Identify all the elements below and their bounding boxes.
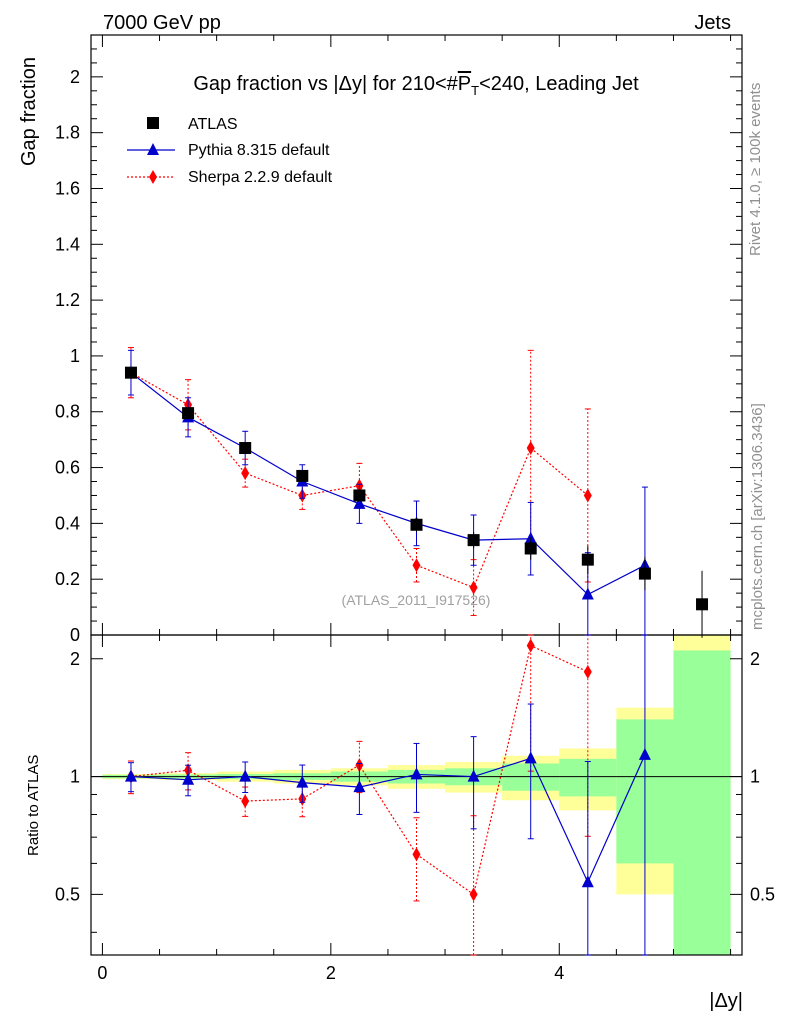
title-delta: Δ xyxy=(339,73,352,95)
sherpa-ratio-point xyxy=(241,794,250,809)
pythia-ratio-point xyxy=(239,769,252,782)
ratio-tick-label-right: 2 xyxy=(750,649,760,669)
y-tick-label: 1 xyxy=(70,346,80,366)
legend-atlas-marker xyxy=(147,117,159,129)
ratio-tick-label-left: 0.5 xyxy=(55,884,80,904)
sherpa-point xyxy=(469,580,478,595)
ratio-frame xyxy=(90,634,743,956)
x-tick-label: 2 xyxy=(326,963,336,983)
title-post: <240, Leading Jet xyxy=(479,73,639,95)
y-tick-label: 0 xyxy=(70,625,80,645)
title-t: T xyxy=(471,83,479,98)
atlas-point xyxy=(124,366,137,379)
sherpa-point xyxy=(526,441,535,456)
pythia-ratio-point xyxy=(638,747,651,760)
ratio-tick-label-left: 1 xyxy=(70,767,80,787)
sherpa-ratio-point xyxy=(412,847,421,862)
x-axis-label: |Δy| xyxy=(709,990,743,1012)
legend-pythia-marker xyxy=(147,143,159,155)
atlas-point xyxy=(296,469,309,482)
y-tick-label: 1.6 xyxy=(55,178,80,198)
rivet-label: Rivet 4.1.0, ≥ 100k events xyxy=(747,83,764,256)
atlas-point xyxy=(467,534,480,547)
pythia-ratio-line xyxy=(130,754,646,884)
title-pre: Gap fraction vs | xyxy=(193,73,338,95)
atlas-point xyxy=(696,598,709,611)
sherpa-ratio-point xyxy=(526,638,535,653)
legend-sherpa-marker xyxy=(149,170,157,184)
atlas-point xyxy=(353,489,366,502)
pythia-ratio-point xyxy=(410,767,423,780)
legend-pythia-label: Pythia 8.315 default xyxy=(188,142,330,159)
x-tick-label: 0 xyxy=(97,963,107,983)
atlas-point xyxy=(581,553,594,566)
pythia-ratio-point xyxy=(353,780,366,793)
y-tick-label: 2 xyxy=(70,67,80,87)
pythia-ratio-point xyxy=(581,875,594,888)
pythia-point xyxy=(353,496,366,509)
ratio-tick-label-right: 0.5 xyxy=(750,884,775,904)
mcplots-label: mcplots.cern.ch [arXiv:1306.3436] xyxy=(749,403,766,630)
pythia-ratio-point xyxy=(182,772,195,785)
y-tick-label: 1.2 xyxy=(55,290,80,310)
ratio-tick-label-right: 1 xyxy=(750,767,760,787)
pythia-line xyxy=(130,372,646,596)
sherpa-ratio-point xyxy=(469,887,478,902)
analysis-watermark: (ATLAS_2011_I917526) xyxy=(342,592,491,608)
y-tick-label: 0.8 xyxy=(55,402,80,422)
pythia-point xyxy=(581,587,594,600)
y-tick-label: 0.6 xyxy=(55,458,80,478)
pythia-ratio-point xyxy=(524,751,537,764)
header-right: Jets xyxy=(694,12,731,34)
title-mid: y| for 210<# xyxy=(352,73,459,95)
ratio-tick-label-left: 2 xyxy=(70,649,80,669)
y-tick-label: 1.4 xyxy=(55,234,80,254)
legend-sherpa-label: Sherpa 2.2.9 default xyxy=(188,169,333,186)
ratio-band-green xyxy=(673,650,731,955)
atlas-point xyxy=(239,442,252,455)
title-p: P xyxy=(458,73,471,95)
y-tick-label: 0.2 xyxy=(55,569,80,589)
legend: ATLAS Pythia 8.315 default Sherpa 2.2.9 … xyxy=(127,116,333,186)
plot-title: Gap fraction vs |Δy| for 210<#PT<240, Le… xyxy=(193,73,639,98)
sherpa-point xyxy=(412,558,421,573)
y-tick-label: 0.4 xyxy=(55,513,80,533)
atlas-point xyxy=(410,518,423,531)
pythia-ratio-point xyxy=(296,775,309,788)
legend-atlas-label: ATLAS xyxy=(188,116,238,133)
x-tick-label: 4 xyxy=(554,963,564,983)
sherpa-ratio-point xyxy=(583,664,592,679)
header-left: 7000 GeV pp xyxy=(103,12,221,34)
pythia-ratio-point xyxy=(467,769,480,782)
ratio-axis-label: Ratio to ATLAS xyxy=(25,755,42,856)
sherpa-point xyxy=(241,466,250,481)
atlas-point xyxy=(638,567,651,580)
y-axis-label: Gap fraction xyxy=(18,57,40,166)
pythia-ratio-point xyxy=(124,769,137,782)
sherpa-point xyxy=(583,488,592,503)
y-tick-label: 1.8 xyxy=(55,123,80,143)
atlas-point xyxy=(182,407,195,420)
atlas-point xyxy=(524,542,537,555)
